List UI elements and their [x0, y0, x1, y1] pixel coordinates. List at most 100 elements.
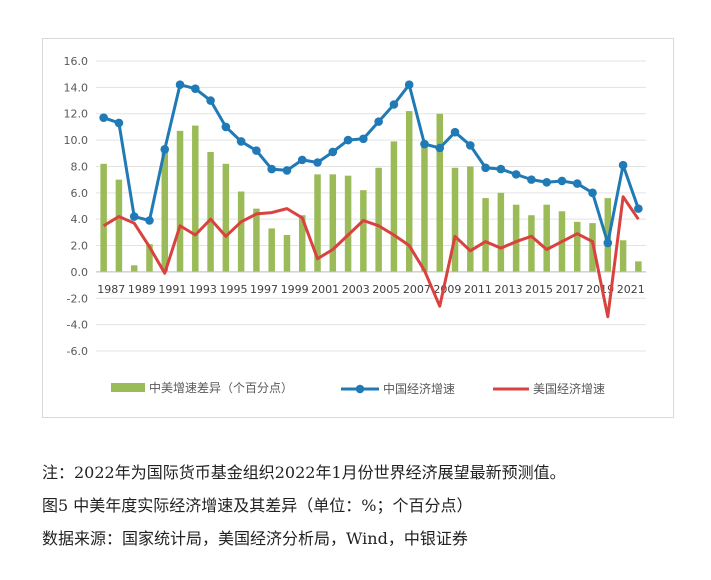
- bar-diff-1993: [192, 125, 199, 272]
- bar-diff-1990: [146, 244, 153, 272]
- point-china-2015: [527, 175, 536, 184]
- bar-diff-2009: [436, 113, 443, 272]
- y-tick-label: -6.0: [67, 345, 88, 358]
- legend-label-us: 美国经济增速: [533, 381, 605, 396]
- x-tick-label: 2019: [586, 283, 614, 296]
- point-china-1998: [267, 164, 276, 174]
- point-china-2020: [603, 238, 613, 248]
- legend-swatch-diff: [111, 383, 145, 392]
- data-source: 数据来源：国家统计局，美国经济分析局，Wind，中银证券: [42, 529, 468, 548]
- y-tick-label: 0.0: [71, 266, 89, 279]
- y-tick-label: 4.0: [71, 213, 89, 226]
- x-tick-label: 2013: [495, 283, 523, 296]
- point-china-1995: [221, 122, 231, 132]
- bar-diff-2001: [314, 174, 321, 272]
- y-tick-label: -2.0: [67, 292, 88, 305]
- x-tick-label: 2017: [556, 283, 584, 296]
- x-tick-label: 2001: [311, 283, 339, 296]
- bar-diff-2002: [329, 174, 337, 272]
- legend-marker-china: [355, 384, 365, 394]
- point-china-2009: [435, 143, 445, 153]
- point-china-2014: [511, 170, 521, 179]
- bar-diff-2004: [360, 190, 367, 272]
- y-tick-label: 10.0: [64, 134, 89, 147]
- chart-frame: 16.0 14.0 12.0 10.0 8.0 6.0 4.0 2.0 0.0 -2.0 -4.0 -…: [42, 38, 674, 418]
- point-china-1987: [99, 113, 108, 122]
- line-us-growth: [102, 195, 640, 319]
- bar-diff-1994: [207, 151, 214, 272]
- point-china-1996: [236, 137, 246, 146]
- legend-label-china: 中国经济增速: [383, 381, 455, 396]
- x-tick-label: 2021: [617, 283, 645, 296]
- bar-diff-1987: [100, 163, 107, 272]
- point-china-2008: [420, 139, 429, 149]
- bar-diff-1991: [161, 149, 168, 272]
- bar-diff-1998: [268, 228, 275, 272]
- point-china-2021: [618, 160, 628, 170]
- bar-diff-2013: [497, 192, 505, 272]
- x-tick-label: 2009: [433, 283, 461, 296]
- bar-diff-2018: [574, 221, 581, 272]
- bar-diff-2021: [619, 240, 627, 272]
- bar-diff-2020: [604, 198, 612, 272]
- chart: 16.0 14.0 12.0 10.0 8.0 6.0 4.0 2.0 0.0 -2.0 -4.0 -…: [64, 55, 646, 396]
- bar-diff-2008: [421, 145, 428, 272]
- bar-diff-2011: [467, 166, 474, 272]
- y-tick-label: 8.0: [71, 160, 89, 173]
- point-china-2019: [588, 188, 597, 198]
- point-china-2022: [634, 204, 643, 213]
- bar-diff-2000: [299, 215, 306, 272]
- bar-diff-2007: [405, 111, 413, 272]
- x-tick-label: 1987: [97, 283, 125, 296]
- point-china-2006: [389, 100, 399, 109]
- point-china-2018: [572, 179, 582, 188]
- point-china-1994: [206, 96, 215, 105]
- y-tick-label: 2.0: [71, 240, 89, 253]
- point-china-2012: [481, 163, 490, 173]
- x-tick-label: 1995: [220, 283, 248, 296]
- point-china-2000: [297, 155, 307, 165]
- point-china-2001: [313, 158, 322, 167]
- y-tick-label: 16.0: [64, 55, 89, 68]
- bar-diff-1999: [283, 235, 291, 272]
- point-china-2003: [343, 135, 353, 145]
- note-forecast: 注：2022年为国际货币基金组织2022年1月份世界经济展望最新预测值。: [42, 463, 566, 482]
- point-china-2016: [542, 177, 551, 187]
- point-china-2005: [374, 117, 383, 126]
- x-tick-label: 2011: [464, 283, 492, 296]
- legend-label-diff: 中美增速差异（个百分点）: [149, 380, 293, 395]
- point-china-1992: [175, 80, 185, 90]
- bar-diff-2014: [512, 204, 520, 272]
- bar-diff-2012: [482, 198, 489, 272]
- bar-diff-1995: [222, 163, 230, 272]
- point-china-2017: [557, 176, 567, 186]
- point-china-1990: [145, 216, 154, 225]
- bar-diff-1996: [237, 191, 245, 272]
- x-tick-label: 2015: [525, 283, 553, 296]
- point-china-2013: [496, 164, 506, 174]
- x-tick-label: 2003: [342, 283, 370, 296]
- y-tick-label: 12.0: [64, 108, 89, 121]
- bar-diff-1988: [115, 179, 123, 272]
- bar-diff-2005: [375, 167, 382, 272]
- y-tick-label: 6.0: [71, 187, 89, 200]
- point-china-1999: [282, 166, 292, 175]
- bar-diff-1997: [253, 208, 260, 272]
- x-tick-label: 1999: [281, 283, 309, 296]
- bar-diff-2003: [344, 175, 352, 272]
- x-tick-label: 1989: [128, 283, 156, 296]
- y-tick-label: 14.0: [64, 81, 89, 94]
- bar-diff-2022: [635, 261, 642, 272]
- x-tick-label: 1991: [158, 283, 186, 296]
- y-tick-label: -4.0: [67, 319, 88, 332]
- bar-diff-2015: [528, 215, 535, 272]
- point-china-2004: [359, 134, 368, 144]
- point-china-2007: [404, 80, 414, 90]
- point-china-1993: [191, 84, 200, 93]
- point-china-2010: [450, 127, 460, 137]
- bar-diff-1989: [130, 265, 138, 272]
- figure-caption: 图5 中美年度实际经济增速及其差异（单位：%；个百分点）: [42, 496, 473, 515]
- point-china-2002: [328, 147, 338, 157]
- x-tick-label: 2005: [372, 283, 400, 296]
- x-tick-label: 1993: [189, 283, 217, 296]
